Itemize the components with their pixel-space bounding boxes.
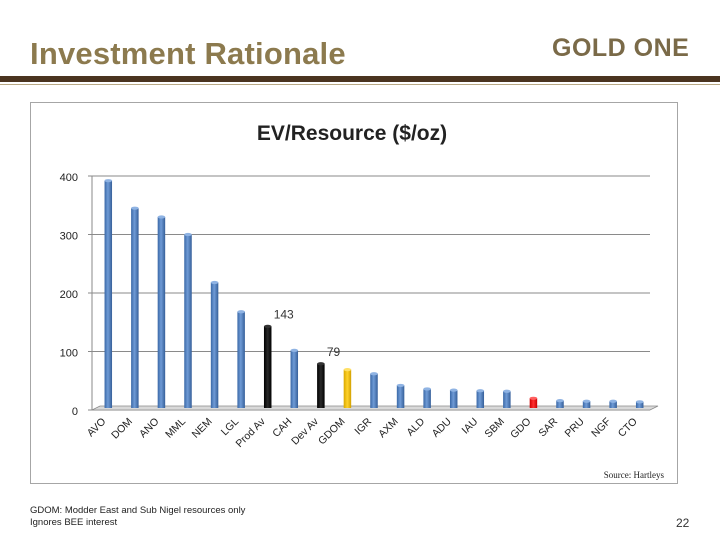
bar-cap [370,372,378,376]
y-tick-label: 300 [60,231,78,243]
x-tick-label: DOM [109,416,135,442]
x-tick-label: IGR [352,415,374,437]
bar-iau [476,390,485,408]
footnote-line-2: Ignores BEE interest [30,517,118,528]
bar-cap [104,179,113,183]
y-tick-label: 200 [60,289,78,301]
bar-mml [184,234,192,408]
bar-pru [582,401,591,408]
y-tick-label: 400 [60,172,78,184]
x-tick-label: GDOM [316,416,348,448]
x-tick-label: NEM [190,416,215,441]
bar-cap [476,389,485,393]
x-tick-label: ADU [430,416,454,440]
x-tick-label: Dev Av [289,415,321,447]
bar-prod-av [263,326,272,408]
bar-cap [556,399,564,403]
x-tick-label: PRU [563,416,587,440]
bar-cap [263,324,272,328]
bar-cap [184,232,192,237]
bar-cap [449,388,458,392]
bar-cap [582,399,591,403]
x-tick-label: LGL [219,416,242,439]
bar-dom [131,208,139,408]
bar-gdom [343,369,352,408]
bar-cap [157,215,166,219]
bar-sbm [503,391,511,408]
x-tick-label: ANO [137,416,162,441]
x-tick-label: CTO [616,416,640,440]
bar-cap [317,362,325,366]
bar-axm [396,385,405,408]
data-label: 79 [327,345,341,359]
x-tick-label: ALD [404,415,427,438]
page-number: 22 [676,516,690,530]
chart-source: Source: Hartleys [604,470,665,480]
x-tick-label: AVO [85,416,109,440]
x-tick-label: Prod Av [233,415,268,450]
footnote-line-1: GDOM: Modder East and Sub Nigel resource… [30,505,246,516]
bar-cap [131,206,139,210]
x-tick-label: IAU [460,416,481,437]
logo-text: GOLD ONE [552,34,689,62]
x-tick-label: AXM [376,416,401,441]
bar-cap [396,383,405,388]
bar-adu [449,390,458,408]
bar-cap [503,389,511,393]
bar-cap [290,348,299,352]
bar-cap [635,400,644,404]
bar-ano [157,216,166,408]
bar-avo [104,180,113,408]
y-tick-label: 0 [72,406,78,418]
bar-dev-av [317,363,325,408]
x-tick-label: NGF [589,416,613,440]
data-label: 143 [274,307,294,321]
bar-ngf [609,401,617,408]
bar-cto [635,401,644,408]
x-tick-label: SBM [482,416,507,441]
x-tick-label: SAR [536,415,560,439]
bar-lgl [237,311,245,408]
slide-title: Investment Rationale [30,36,346,71]
x-tick-label: GDO [508,416,533,441]
chart-title: EV/Resource ($/oz) [257,122,447,145]
bar-gdo [529,398,538,408]
bar-cap [423,387,431,391]
bar-cap [343,368,352,372]
header-rule-thin [0,84,720,85]
footnote: GDOM: Modder East and Sub Nigel resource… [30,505,245,529]
bar-cap [529,396,538,400]
y-tick-label: 100 [60,348,78,360]
gold-one-logo: GOLD ONE [552,34,689,62]
bar-cap [609,399,617,403]
bar-nem [210,282,219,408]
bar-ald [423,388,431,408]
bar-cap [210,280,219,285]
bar-cap [237,310,245,314]
bar-sar [556,400,564,408]
header-rule [0,76,720,82]
bar-cah [290,350,299,408]
bar-igr [370,373,378,408]
x-tick-label: MML [163,416,188,441]
